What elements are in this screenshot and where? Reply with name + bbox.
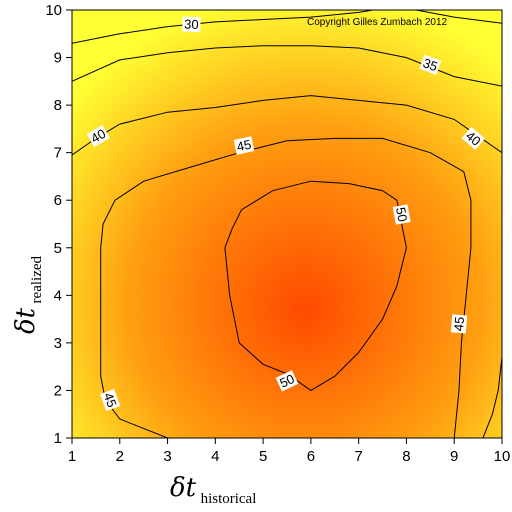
contour-label-box (275, 370, 299, 392)
contour-label-box (86, 125, 110, 147)
contour-label-50: 50 (275, 370, 299, 392)
contour-label-box (233, 136, 255, 155)
contour-label-box (100, 388, 121, 412)
contour-label-text: 45 (451, 316, 467, 332)
contour-line-30 (72, 10, 374, 44)
copyright-notice: Copyright Gilles Zumbach 2012 (307, 17, 448, 28)
plot-area: 30 35 40 40 45 45 45 50 50 Copyright Gilles Zumb… (71, 9, 503, 439)
y-tick-label: 10 (45, 2, 62, 19)
contour-label-45: 45 (233, 136, 255, 155)
contour-label-text: 45 (101, 391, 120, 410)
y-tick-label: 7 (54, 145, 62, 162)
y-tick-label: 1 (54, 430, 62, 447)
x-axis: 1 2 3 4 5 6 7 8 9 10 (68, 438, 511, 465)
plot-frame (71, 9, 503, 439)
contour-label-text: 30 (184, 17, 199, 32)
contour-line-50 (224, 180, 407, 391)
contour-label-40: 40 (461, 126, 486, 150)
x-axis-title: δt historical (170, 473, 256, 507)
y-tick-label: 4 (54, 287, 62, 304)
y-axis-symbol: δt (11, 307, 41, 334)
contour-label-box (450, 314, 468, 334)
x-tick-label: 5 (259, 448, 267, 465)
contour-labels: 30 35 40 40 45 45 45 50 50 (86, 16, 486, 412)
contour-label-35: 35 (419, 54, 442, 75)
contour-label-30: 30 (182, 16, 201, 33)
heatmap-surface (72, 10, 502, 438)
y-tick-label: 9 (54, 50, 62, 67)
x-axis-subscript: historical (201, 491, 257, 507)
y-tick-label: 5 (54, 240, 62, 257)
contour-label-text: 50 (393, 206, 410, 223)
x-tick-label: 10 (494, 448, 511, 465)
x-tick-label: 9 (450, 448, 458, 465)
contour-label-text: 45 (235, 137, 252, 155)
contour-label-box (182, 16, 201, 33)
x-tick-label: 4 (211, 448, 219, 465)
x-tick-label: 3 (163, 448, 171, 465)
contour-line-30 (415, 10, 502, 24)
contour-label-text: 50 (277, 371, 296, 391)
x-tick-label: 8 (402, 448, 410, 465)
x-tick-label: 6 (307, 448, 315, 465)
y-tick-label: 2 (54, 382, 62, 399)
x-tick-label: 2 (116, 448, 124, 465)
y-axis-title: δt realized (11, 255, 45, 334)
x-axis-symbol: δt (170, 473, 197, 503)
contour-label-box (392, 204, 411, 225)
contour-line-40 (72, 95, 502, 156)
y-axis: 1 2 3 4 5 6 7 8 9 10 (45, 2, 72, 447)
y-axis-subscript: realized (29, 255, 45, 303)
contour-line-45 (482, 357, 502, 438)
y-tick-label: 3 (54, 335, 62, 352)
x-tick-label: 7 (354, 448, 362, 465)
contour-label-box (461, 126, 486, 150)
contour-label-box (419, 54, 442, 75)
y-axis-title-group: δt realized (11, 255, 45, 334)
contour-label-45: 45 (100, 388, 121, 412)
x-tick-label: 1 (68, 448, 76, 465)
contour-label-text: 40 (88, 126, 108, 146)
contour-label-text: 35 (421, 55, 440, 74)
contour-label-40: 40 (86, 125, 110, 147)
y-tick-label: 8 (54, 97, 62, 114)
contour-label-45: 45 (450, 314, 468, 334)
y-tick-label: 6 (54, 192, 62, 209)
contour-label-50: 50 (392, 204, 411, 225)
